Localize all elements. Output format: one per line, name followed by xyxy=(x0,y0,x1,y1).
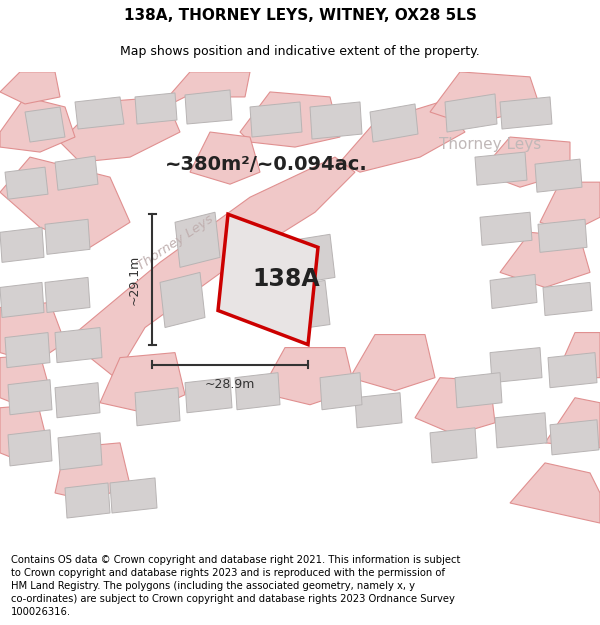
Polygon shape xyxy=(185,378,232,412)
Polygon shape xyxy=(543,282,592,316)
Polygon shape xyxy=(548,352,597,388)
Text: ~29.1m: ~29.1m xyxy=(128,254,140,304)
Polygon shape xyxy=(185,90,232,124)
Polygon shape xyxy=(500,97,552,129)
Polygon shape xyxy=(55,382,100,418)
Polygon shape xyxy=(175,213,220,268)
Polygon shape xyxy=(500,232,590,288)
Polygon shape xyxy=(445,94,497,132)
Polygon shape xyxy=(280,234,335,286)
Polygon shape xyxy=(250,102,302,137)
Text: Contains OS data © Crown copyright and database right 2021. This information is : Contains OS data © Crown copyright and d… xyxy=(11,554,460,618)
Polygon shape xyxy=(45,278,90,312)
Text: ~380m²/~0.094ac.: ~380m²/~0.094ac. xyxy=(165,154,368,174)
Polygon shape xyxy=(535,159,582,192)
Polygon shape xyxy=(8,430,52,466)
Polygon shape xyxy=(370,104,418,142)
Text: Thorney Leys: Thorney Leys xyxy=(134,212,215,272)
Polygon shape xyxy=(320,372,362,410)
Polygon shape xyxy=(495,412,547,448)
Polygon shape xyxy=(5,332,50,367)
Polygon shape xyxy=(25,107,65,142)
Text: Thorney Leys: Thorney Leys xyxy=(439,136,541,151)
Polygon shape xyxy=(5,167,48,199)
Polygon shape xyxy=(58,432,102,470)
Polygon shape xyxy=(430,72,540,122)
Polygon shape xyxy=(490,274,537,309)
Polygon shape xyxy=(0,157,130,248)
Polygon shape xyxy=(480,137,570,187)
Polygon shape xyxy=(55,156,98,190)
Polygon shape xyxy=(0,302,65,362)
Polygon shape xyxy=(60,97,180,162)
Polygon shape xyxy=(555,332,600,378)
Polygon shape xyxy=(510,463,600,523)
Polygon shape xyxy=(110,478,157,513)
Polygon shape xyxy=(415,378,495,435)
Polygon shape xyxy=(550,420,599,455)
Polygon shape xyxy=(310,102,362,139)
Text: 138A: 138A xyxy=(252,267,320,291)
Polygon shape xyxy=(540,182,600,232)
Polygon shape xyxy=(275,281,330,331)
Polygon shape xyxy=(0,405,48,461)
Polygon shape xyxy=(55,328,102,362)
Polygon shape xyxy=(430,428,477,463)
Polygon shape xyxy=(480,213,532,246)
Polygon shape xyxy=(160,272,205,328)
Polygon shape xyxy=(155,72,250,112)
Polygon shape xyxy=(0,354,50,408)
Polygon shape xyxy=(75,97,124,129)
Polygon shape xyxy=(190,132,260,184)
Polygon shape xyxy=(0,228,44,262)
Text: 138A, THORNEY LEYS, WITNEY, OX28 5LS: 138A, THORNEY LEYS, WITNEY, OX28 5LS xyxy=(124,8,476,23)
Polygon shape xyxy=(260,348,355,405)
Polygon shape xyxy=(240,92,340,147)
Polygon shape xyxy=(350,334,435,391)
Polygon shape xyxy=(0,97,75,152)
Polygon shape xyxy=(55,443,130,501)
Polygon shape xyxy=(100,352,185,412)
Polygon shape xyxy=(490,348,542,382)
Polygon shape xyxy=(235,372,280,410)
Polygon shape xyxy=(135,93,177,124)
Polygon shape xyxy=(218,214,318,344)
Polygon shape xyxy=(455,372,502,408)
Polygon shape xyxy=(45,219,90,254)
Polygon shape xyxy=(545,398,600,448)
Polygon shape xyxy=(8,379,52,415)
Polygon shape xyxy=(65,483,110,518)
Polygon shape xyxy=(538,219,587,253)
Polygon shape xyxy=(135,388,180,426)
Text: ~28.9m: ~28.9m xyxy=(205,378,255,391)
Polygon shape xyxy=(0,282,44,318)
Polygon shape xyxy=(355,392,402,428)
Text: Map shows position and indicative extent of the property.: Map shows position and indicative extent… xyxy=(120,45,480,58)
Polygon shape xyxy=(0,72,60,104)
Polygon shape xyxy=(340,102,465,172)
Polygon shape xyxy=(475,152,527,185)
Polygon shape xyxy=(70,157,355,378)
